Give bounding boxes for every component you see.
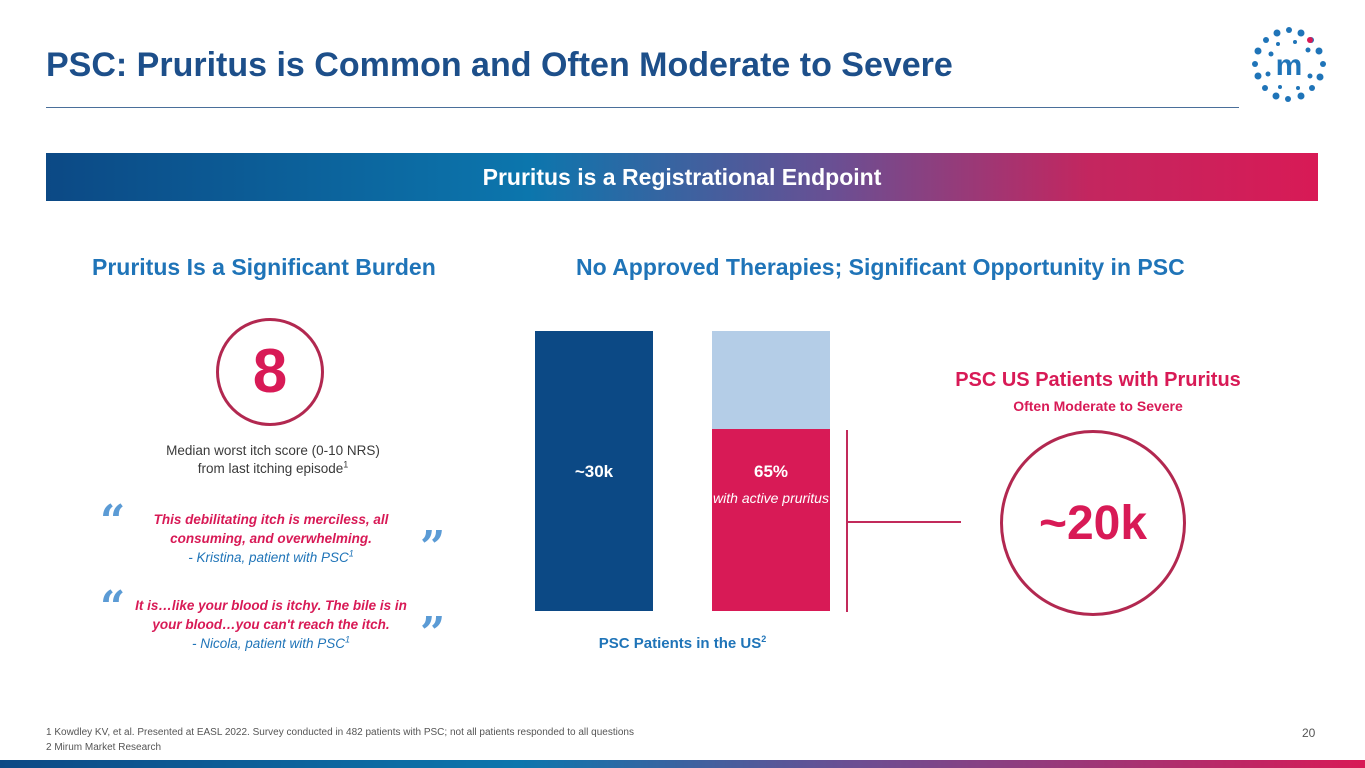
logo-letter: m: [1276, 49, 1303, 82]
footnote-2: 2 Mirum Market Research: [46, 742, 162, 753]
banner-text: Pruritus is a Registrational Endpoint: [482, 163, 882, 190]
quote-close-icon: ”: [420, 608, 446, 659]
right-section-heading: No Approved Therapies; Significant Oppor…: [576, 254, 1185, 280]
bar-active-pruritus-label: 65%: [753, 462, 789, 481]
itch-score-value: 8: [252, 337, 288, 406]
quote-close-icon: ”: [420, 522, 446, 573]
patient-quote: It is…like your blood is itchy. The bile…: [126, 596, 416, 653]
itch-score-circle: 8: [216, 318, 324, 426]
quote-author: - Kristina, patient with PSC1: [188, 548, 354, 565]
mirum-logo-icon: m: [1252, 27, 1326, 102]
footnote-1: 1 Kowdley KV, et al. Presented at EASL 2…: [46, 727, 634, 738]
itch-score-caption: Median worst itch score (0-10 NRS) from …: [120, 442, 426, 478]
quote-text: It is…like your blood is itchy. The bile…: [135, 598, 407, 632]
quote-open-icon: “: [100, 496, 126, 547]
bar-active-pruritus: [712, 429, 830, 611]
quote-open-icon: “: [100, 582, 126, 633]
pruritus-patients-subtitle: Often Moderate to Severe: [1013, 398, 1183, 414]
slide-title: PSC: Pruritus is Common and Often Modera…: [46, 46, 953, 84]
chart-x-axis-label: PSC Patients in the US2: [598, 634, 767, 653]
title-divider: [46, 107, 1239, 108]
left-section-heading: Pruritus Is a Significant Burden: [92, 254, 436, 280]
bar-remaining-segment: [712, 331, 830, 429]
bar-active-pruritus-sublabel: with active pruritus: [713, 490, 829, 506]
pruritus-patients-title: PSC US Patients with Pruritus: [955, 369, 1241, 391]
patient-quote: This debilitating itch is merciless, all…: [126, 510, 416, 567]
banner: Pruritus is a Registrational Endpoint: [46, 153, 1318, 201]
bar-psc-patients-label: ~30k: [574, 462, 614, 481]
quote-text: This debilitating itch is merciless, all…: [153, 512, 389, 546]
page-number: 20: [1302, 726, 1316, 740]
quote-author: - Nicola, patient with PSC1: [191, 634, 351, 651]
bottom-color-strip: [0, 760, 1365, 768]
footnotes: 1 Kowdley KV, et al. Presented at EASL 2…: [46, 725, 634, 755]
itch-score-caption-line1: Median worst itch score (0-10 NRS): [166, 443, 380, 458]
pruritus-patients-value: ~20k: [1038, 496, 1148, 550]
itch-score-ref: 1: [343, 459, 349, 470]
itch-score-caption-line2: from last itching episode: [197, 461, 344, 476]
bracket-connector: [848, 521, 961, 523]
bracket-vertical: [846, 430, 848, 612]
pruritus-patients-circle: ~20k: [1000, 430, 1186, 616]
bar-psc-patients: [535, 331, 653, 611]
